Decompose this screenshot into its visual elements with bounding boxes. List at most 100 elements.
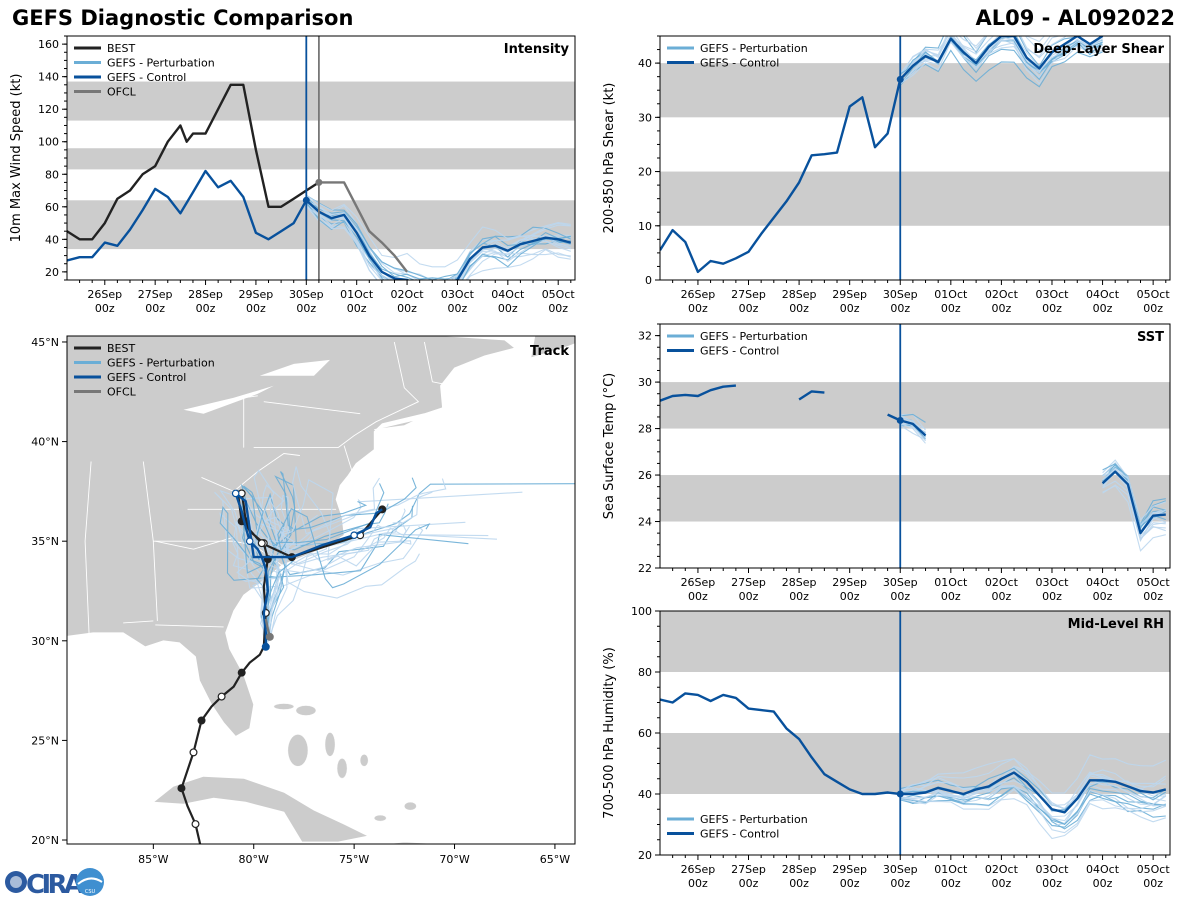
- rh-ytick-label: 20: [638, 849, 652, 862]
- intensity-xtick-label: 00z: [548, 302, 568, 315]
- land-bahamas-island: [404, 801, 417, 811]
- logo-text: CIRA: [26, 870, 84, 900]
- shear-xtick-label: 29Sep: [832, 288, 867, 301]
- rh-xtick-label: 00z: [840, 877, 860, 890]
- intensity-ylabel: 10m Max Wind Speed (kt): [9, 74, 24, 243]
- intensity-ytick-label: 160: [38, 38, 59, 51]
- shear-xtick-label: 26Sep: [681, 288, 716, 301]
- sst-frame: [659, 323, 1171, 569]
- track-xtick-label: 85°W: [138, 853, 168, 866]
- rh-xtick-label: 00z: [739, 877, 759, 890]
- rh-xtick-label: 00z: [1042, 877, 1062, 890]
- rh-perturbation-line: [900, 785, 1167, 834]
- sst-xtick-label: 29Sep: [832, 576, 867, 589]
- land-nova-scotia: [530, 336, 575, 359]
- track-ytick-label: 20°N: [31, 834, 59, 847]
- sst-xtick-label: 00z: [1143, 590, 1163, 603]
- best-track-marker: [217, 692, 226, 701]
- rh-ylabel: 700-500 hPa Humidity (%): [602, 647, 617, 819]
- intensity-legend-label: GEFS - Perturbation: [107, 57, 215, 70]
- track-ytick-label: 40°N: [31, 436, 59, 449]
- rh-xtick-label: 00z: [789, 877, 809, 890]
- rh-legend-label: GEFS - Control: [700, 828, 779, 841]
- shear-perturbation-line: [899, 36, 1103, 85]
- intensity-ofcl-line-1: [318, 181, 409, 273]
- control-track-line: [233, 489, 383, 647]
- intensity-xtick-label: 00z: [246, 302, 266, 315]
- sst-band-1: [660, 382, 1170, 429]
- sst-title: SST: [1137, 330, 1164, 345]
- sst-control-line-1: [798, 390, 825, 401]
- shear-xtick-label: 00z: [992, 302, 1012, 315]
- shear-legend-label: GEFS - Control: [700, 57, 779, 70]
- intensity-legend-label: OFCL: [107, 86, 137, 99]
- intensity-xtick-label: 00z: [95, 302, 115, 315]
- land-bahamas-island: [359, 754, 369, 767]
- track-legend-label: GEFS - Perturbation: [107, 357, 215, 370]
- shear-xtick-label: 00z: [739, 302, 759, 315]
- track-perturbation-line: [265, 499, 424, 647]
- intensity-panel: 2040608010012014016026Sep00z27Sep00z28Se…: [9, 35, 576, 315]
- sst-xtick-label: 00z: [890, 590, 910, 603]
- rh-xtick-label: 00z: [992, 877, 1012, 890]
- rh-panel: 2040608010026Sep00z27Sep00z28Sep00z29Sep…: [602, 605, 1171, 890]
- intensity-perturbation-line: [305, 205, 571, 280]
- track-panel: 85°W 80°W 75°W 70°W 65°W 20°N 25°N 30°N 35°N 40°N…: [31, 335, 576, 866]
- rh-xtick-label: 27Sep: [731, 863, 766, 876]
- intensity-xtick-label: 00z: [448, 302, 468, 315]
- intensity-title: Intensity: [504, 42, 570, 57]
- sst-xtick-label: 02Oct: [985, 576, 1019, 589]
- rh-perturbation-line: [900, 754, 1167, 794]
- track-perturbation-line: [253, 469, 380, 647]
- land-bahamas-island: [273, 703, 295, 710]
- land-bahamas-island: [336, 758, 348, 779]
- sst-perturbation-line: [900, 413, 926, 423]
- shear-control-line-0: [660, 36, 1104, 274]
- intensity-xtick-label: 00z: [397, 302, 417, 315]
- shear-ytick-label: 40: [638, 57, 652, 70]
- sst-control-line-0: [660, 384, 737, 402]
- state-border: [423, 341, 443, 385]
- sst-ytick-label: 28: [638, 423, 652, 436]
- shear-xtick-label: 00z: [941, 302, 961, 315]
- best-track-marker: [189, 748, 198, 757]
- land-long-island: [374, 419, 417, 430]
- shear-perturbation-line: [899, 36, 1103, 75]
- track-legend-label: GEFS - Control: [107, 371, 186, 384]
- ofcl-track-start: [265, 632, 274, 641]
- rh-xtick-label: 00z: [1143, 877, 1163, 890]
- state-border: [84, 461, 92, 635]
- sst-xtick-label: 27Sep: [731, 576, 766, 589]
- intensity-control-marker: [302, 196, 310, 204]
- rh-xtick-label: 04Oct: [1086, 863, 1120, 876]
- intensity-xtick-label: 01Oct: [340, 288, 374, 301]
- track-ytick-label: 35°N: [31, 535, 59, 548]
- land-bahamas-island: [374, 814, 387, 822]
- intensity-legend-label: BEST: [107, 42, 135, 55]
- sst-xtick-label: 00z: [941, 590, 961, 603]
- sst-ytick-label: 26: [638, 469, 652, 482]
- state-border: [155, 624, 224, 628]
- intensity-ytick-label: 100: [38, 136, 59, 149]
- sst-xtick-label: 00z: [1042, 590, 1062, 603]
- lake-ontario: [259, 359, 330, 376]
- shear-band-1: [660, 63, 1170, 118]
- shear-xtick-label: 05Oct: [1137, 288, 1171, 301]
- sst-xtick-label: 00z: [1093, 590, 1113, 603]
- state-border: [337, 341, 420, 448]
- intensity-perturbation-line: [305, 203, 571, 280]
- sst-ytick-label: 22: [638, 562, 652, 575]
- rh-xtick-label: 05Oct: [1137, 863, 1171, 876]
- state-border: [263, 401, 361, 415]
- sst-band-0: [660, 475, 1170, 522]
- shear-title: Deep-Layer Shear: [1033, 42, 1164, 57]
- intensity-xtick-label: 30Sep: [289, 288, 324, 301]
- track-legend-label: OFCL: [107, 386, 137, 399]
- lake-erie: [183, 385, 274, 414]
- rh-xtick-label: 00z: [890, 877, 910, 890]
- sst-ytick-label: 32: [638, 330, 652, 343]
- shear-xtick-label: 00z: [840, 302, 860, 315]
- intensity-legend-label: GEFS - Control: [107, 71, 186, 84]
- shear-xtick-label: 28Sep: [782, 288, 817, 301]
- intensity-perturbation-line: [305, 203, 571, 280]
